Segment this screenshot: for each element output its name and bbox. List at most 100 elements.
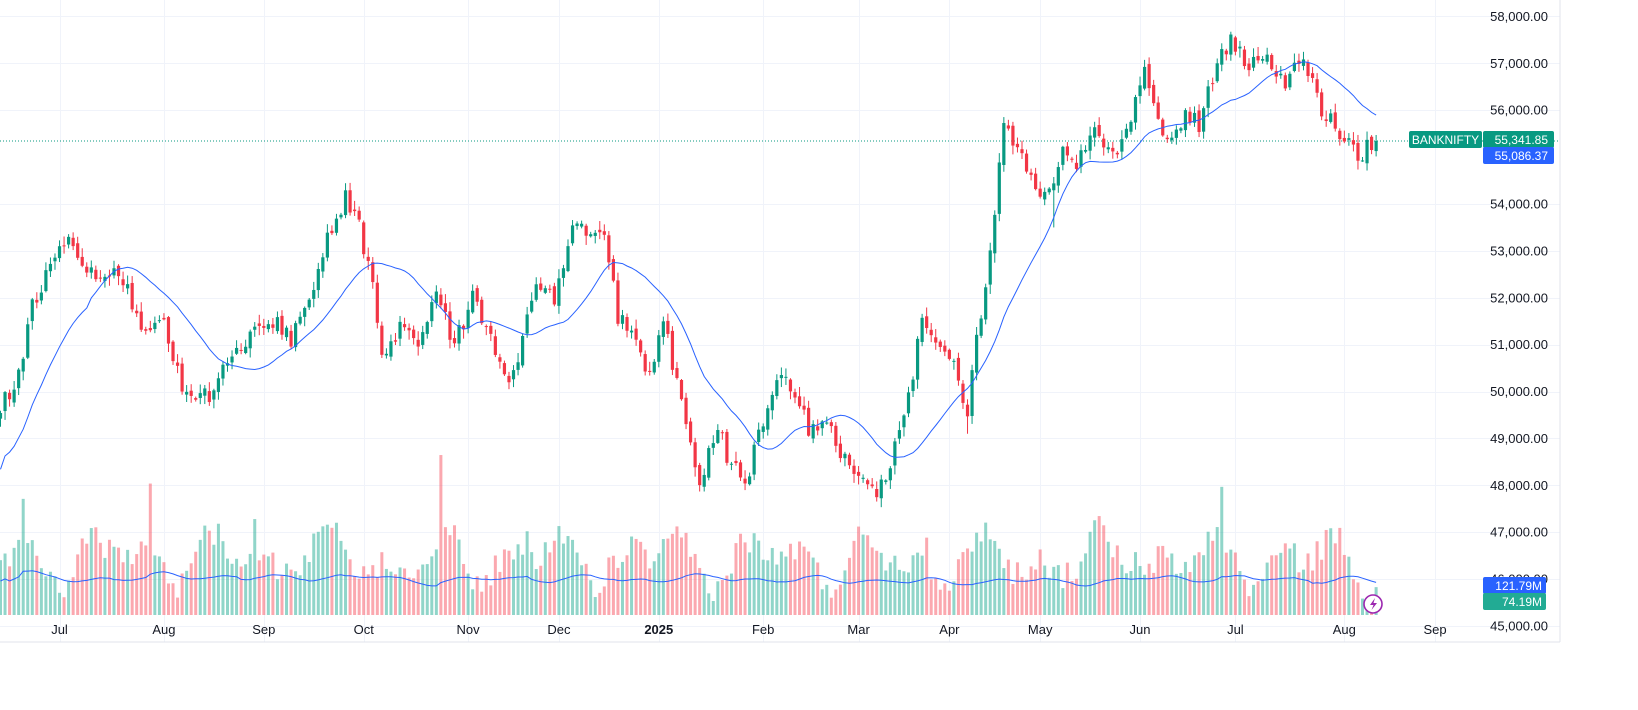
candle — [112, 260, 116, 279]
candle — [234, 340, 239, 355]
volume-bar — [580, 565, 584, 615]
volume-bar — [1061, 588, 1065, 615]
volume-bar — [825, 584, 829, 615]
volume-bar — [589, 580, 593, 615]
candle-body — [1279, 73, 1283, 76]
volume-bar — [371, 565, 375, 615]
candle-body — [275, 317, 280, 332]
volume-bar — [634, 538, 638, 615]
price-tick-label: 53,000.00 — [1490, 243, 1548, 258]
candle-body — [1274, 71, 1278, 77]
candle-body — [1188, 111, 1192, 123]
candle-body — [139, 311, 143, 330]
volume-bar — [934, 578, 938, 615]
volume-bar — [212, 544, 216, 615]
candle — [997, 153, 1001, 222]
time-tick-label: Jun — [1130, 622, 1151, 637]
volume-bar — [507, 550, 511, 615]
candle-body — [1011, 125, 1015, 146]
candle — [135, 304, 139, 318]
candle — [911, 376, 915, 397]
candle-body — [1215, 63, 1219, 82]
candle — [961, 380, 965, 409]
time-axis[interactable]: Jul Aug Sep Oct Nov Dec 2025 Feb Mar Apr May Jun Jul… — [51, 622, 1446, 637]
candle — [652, 358, 656, 375]
volume-bar — [121, 562, 125, 615]
candle-body — [121, 279, 125, 286]
volume-bar — [362, 566, 366, 615]
candle-body — [1070, 158, 1074, 160]
candle-body — [89, 267, 93, 273]
candle — [1306, 59, 1310, 83]
candle-body — [620, 315, 625, 324]
candle — [353, 200, 357, 217]
candle-body — [312, 289, 316, 299]
lightning-icon[interactable] — [1363, 594, 1383, 614]
volume-bar — [702, 573, 706, 615]
candle-body — [303, 307, 307, 317]
candle-body — [607, 235, 611, 263]
candle-body — [1310, 73, 1315, 78]
candle — [1133, 94, 1138, 130]
candle — [984, 283, 988, 325]
price-axis[interactable]: 58,000.00 57,000.00 56,000.00 54,000.00 53,0… — [1490, 9, 1548, 634]
volume-bar — [94, 527, 98, 615]
candle-body — [461, 325, 466, 330]
candle — [1047, 187, 1051, 195]
volume-bar — [689, 556, 693, 615]
candle-body — [766, 408, 770, 430]
candle — [1279, 66, 1283, 79]
candle — [1374, 134, 1378, 157]
volume-bar — [911, 555, 915, 615]
volume-bar — [216, 523, 220, 615]
volume-bar — [1152, 572, 1156, 615]
candle — [784, 368, 788, 385]
candle-body — [207, 391, 211, 403]
candle-body — [35, 299, 39, 303]
candle — [298, 311, 302, 326]
candle — [1211, 77, 1215, 92]
candle-body — [398, 321, 402, 339]
symbol-label[interactable]: BANKNIFTY — [1409, 131, 1482, 148]
volume-bar — [384, 568, 388, 615]
volume-bar — [997, 548, 1001, 615]
candle — [375, 274, 379, 329]
candle — [1129, 120, 1133, 135]
candle-body — [993, 214, 997, 254]
candle — [244, 339, 248, 355]
candle — [915, 336, 920, 389]
candle — [271, 317, 275, 334]
candle-body — [1129, 121, 1133, 132]
candle — [593, 230, 597, 244]
volume-bar — [707, 593, 711, 615]
volume-bar — [226, 558, 229, 615]
candle-body — [162, 317, 166, 320]
candle — [1310, 67, 1315, 83]
volume-bar — [1252, 584, 1256, 615]
candle — [552, 282, 556, 307]
candle-body — [1124, 128, 1129, 138]
volume-bar — [443, 527, 447, 615]
candle — [666, 313, 670, 338]
volume-bar — [1342, 554, 1346, 615]
candle — [620, 309, 625, 330]
candle — [716, 424, 720, 444]
candle-body — [94, 269, 98, 280]
volume-bar — [280, 575, 284, 615]
candle-body — [1111, 147, 1115, 152]
candle — [893, 437, 897, 475]
candle — [852, 459, 856, 483]
candle-body — [1211, 83, 1215, 85]
candle-body — [788, 379, 793, 392]
price-tick-label: 56,000.00 — [1490, 103, 1548, 118]
candle-body — [1301, 59, 1306, 66]
candle — [879, 474, 883, 508]
volume-bar — [1043, 565, 1047, 615]
volume-bar — [648, 568, 652, 615]
candle — [834, 421, 838, 453]
volume-bar — [639, 541, 643, 615]
candle — [76, 236, 80, 261]
candle-body — [1288, 73, 1292, 88]
